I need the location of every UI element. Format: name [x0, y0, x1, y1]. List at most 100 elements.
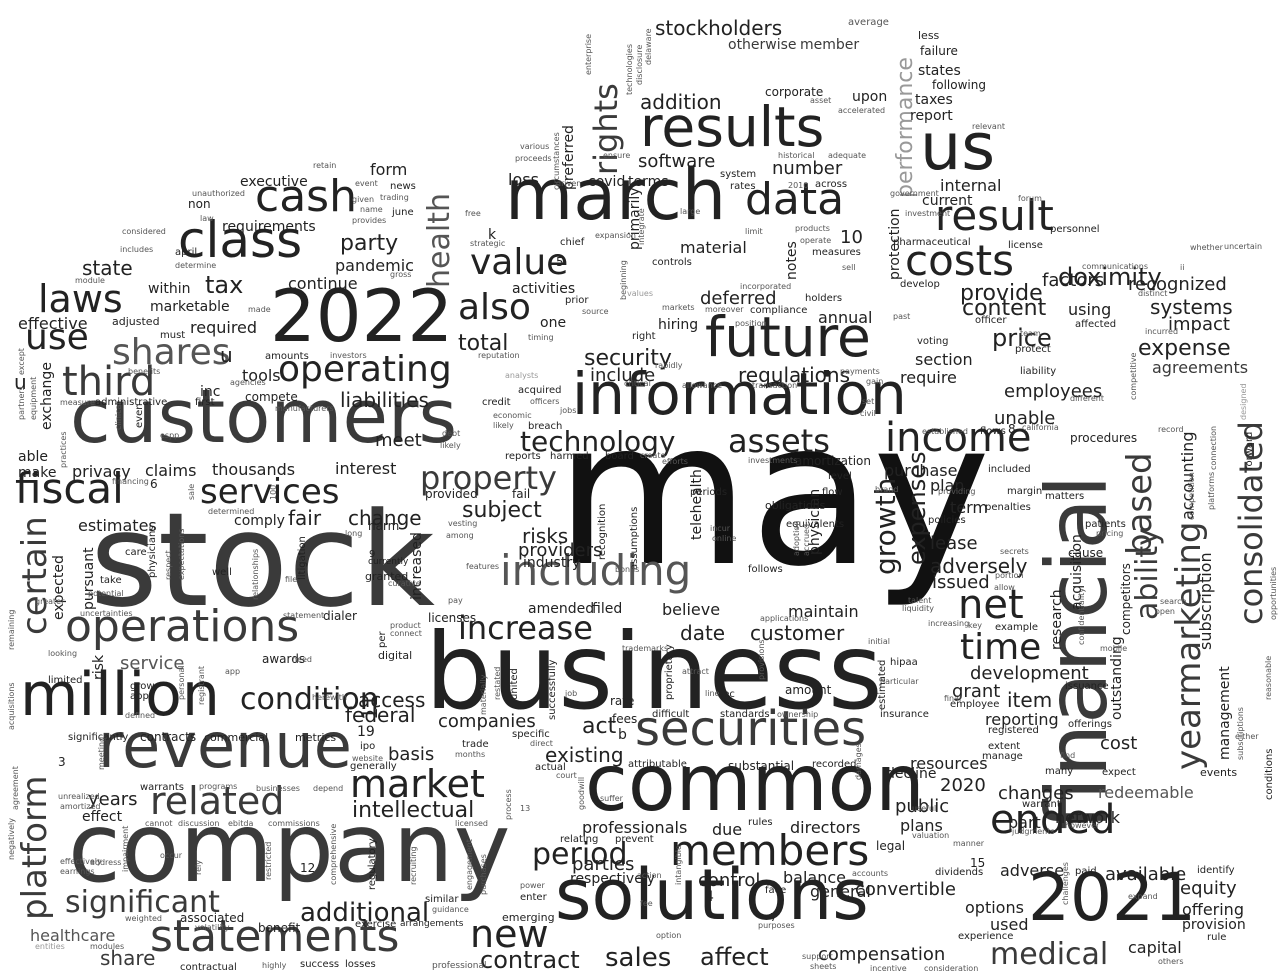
cloud-word: adequate: [828, 151, 867, 160]
cloud-word: amortization: [795, 454, 871, 468]
cloud-word: reasonable: [1264, 655, 1273, 700]
cloud-word: fail: [512, 487, 531, 501]
cloud-word: notes: [784, 241, 800, 280]
cloud-word: discussion: [178, 819, 220, 828]
cloud-word: amounts: [265, 351, 309, 362]
cloud-word: grant: [952, 681, 1001, 702]
cloud-word: 8: [1008, 422, 1016, 436]
cloud-word: personnel: [1050, 224, 1100, 235]
cloud-word: included: [988, 464, 1031, 475]
cloud-word: impact: [1168, 314, 1230, 335]
cloud-word: available: [1105, 864, 1187, 885]
cloud-word: parties: [572, 854, 635, 875]
cloud-word: estimated: [877, 659, 888, 710]
cloud-word: generally: [350, 761, 397, 772]
cloud-word: operate: [800, 236, 832, 245]
cloud-word: form: [370, 160, 408, 179]
cloud-word: penalties: [985, 502, 1031, 513]
cloud-word: doximity: [1058, 263, 1162, 291]
cloud-word: cost: [1100, 733, 1138, 754]
cloud-word: 13: [520, 804, 531, 813]
cloud-word: circumstances: [552, 132, 561, 190]
cloud-word: manufacturers: [275, 404, 334, 413]
cloud-word: current: [922, 193, 973, 209]
cloud-word: matters: [1045, 491, 1085, 502]
cloud-word: payments: [840, 367, 880, 376]
cloud-word: metrics: [295, 731, 337, 744]
cloud-word: rules: [748, 817, 773, 828]
cloud-word: many: [1045, 766, 1074, 777]
cloud-word: employees: [1004, 381, 1103, 402]
cloud-word: useful: [912, 804, 937, 813]
cloud-word: warrant: [1022, 799, 1061, 810]
cloud-word: efforts: [662, 457, 688, 466]
cloud-word: service: [120, 653, 185, 674]
cloud-word: increased: [409, 532, 425, 600]
cloud-word: equipment: [29, 376, 38, 420]
cloud-word: one: [540, 315, 567, 331]
cloud-word: past: [893, 312, 911, 321]
cloud-word: healthcare: [30, 926, 116, 945]
cloud-word: k: [488, 227, 497, 243]
cloud-word: gain: [866, 377, 884, 386]
cloud-word: expand: [1128, 892, 1158, 901]
cloud-word: grow: [130, 681, 155, 692]
cloud-word: public: [895, 796, 950, 817]
cloud-word: harmed: [550, 451, 589, 462]
cloud-word: competition: [1187, 472, 1196, 520]
cloud-word: expansion: [595, 231, 636, 240]
cloud-word: companies: [438, 711, 536, 732]
cloud-word: effective: [18, 314, 88, 333]
cloud-word: platform: [15, 775, 55, 920]
cloud-word: performance: [893, 57, 918, 198]
cloud-word: hipaa: [890, 657, 918, 668]
cloud-word: dividends: [935, 867, 984, 878]
cloud-word: applications: [760, 614, 809, 623]
cloud-word: analysts: [505, 371, 539, 380]
cloud-word: accelerated: [838, 106, 886, 115]
cloud-word: members: [670, 826, 870, 875]
cloud-word: value: [470, 242, 569, 283]
cloud-word: allow: [994, 583, 1015, 592]
cloud-word: estimates: [78, 516, 157, 535]
cloud-word: secrets: [1000, 547, 1029, 556]
cloud-word: provide: [960, 281, 1043, 306]
cloud-word: april: [175, 247, 198, 258]
cloud-word: corporate: [765, 85, 824, 99]
cloud-word: professional: [432, 961, 487, 971]
cloud-word: emerging: [502, 911, 555, 924]
cloud-word: unable: [994, 408, 1056, 429]
cloud-word: purchases: [479, 854, 488, 895]
cloud-word: certain: [15, 516, 55, 635]
cloud-word: covid: [588, 174, 626, 190]
cloud-word: specific: [512, 729, 550, 740]
cloud-word: highly: [262, 961, 287, 970]
cloud-word: directors: [790, 818, 861, 837]
cloud-word: shares: [112, 332, 231, 373]
cloud-word: equivalents: [786, 519, 845, 530]
cloud-word: measure: [60, 398, 95, 407]
cloud-word: exchange: [39, 362, 55, 430]
cloud-word: either: [1235, 732, 1259, 741]
cloud-word: ebitda: [228, 819, 254, 828]
cloud-word: revenue: [98, 709, 352, 782]
cloud-word: continue: [288, 274, 358, 293]
cloud-word: years: [88, 789, 138, 810]
cloud-word: ensure: [603, 151, 631, 160]
cloud-word: find: [1060, 751, 1076, 760]
cloud-word: experience: [958, 931, 1014, 942]
cloud-word: general: [810, 882, 871, 901]
cloud-word: assets: [728, 422, 830, 460]
cloud-word: medical: [990, 937, 1109, 972]
cloud-word: taxes: [915, 92, 953, 108]
cloud-word: platforms: [1207, 471, 1216, 510]
cloud-word: retain: [313, 161, 337, 170]
cloud-word: among: [446, 531, 474, 540]
cloud-word: sec: [718, 689, 735, 700]
cloud-word: liquidity: [902, 604, 934, 613]
cloud-word: recorded: [812, 759, 857, 770]
cloud-word: board: [605, 451, 634, 462]
cloud-word: various: [520, 142, 550, 151]
cloud-word: following: [932, 78, 986, 92]
cloud-word: name: [360, 205, 383, 214]
